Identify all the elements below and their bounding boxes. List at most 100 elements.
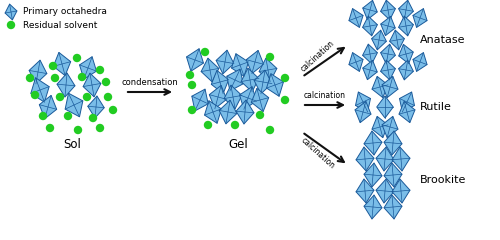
Circle shape [74, 54, 80, 61]
Text: Sol: Sol [63, 138, 81, 151]
Circle shape [50, 62, 56, 70]
Circle shape [110, 107, 116, 114]
Circle shape [56, 94, 64, 101]
Polygon shape [377, 96, 393, 118]
Circle shape [74, 126, 82, 133]
Polygon shape [224, 85, 242, 109]
Polygon shape [29, 60, 47, 84]
Circle shape [46, 125, 54, 132]
Polygon shape [381, 16, 395, 36]
Text: Residual solvent: Residual solvent [23, 20, 98, 30]
Polygon shape [392, 147, 410, 171]
Polygon shape [186, 49, 204, 71]
Circle shape [32, 91, 38, 98]
Polygon shape [364, 195, 382, 219]
Polygon shape [355, 101, 371, 123]
Polygon shape [376, 179, 394, 203]
Polygon shape [40, 96, 56, 119]
Polygon shape [363, 60, 377, 80]
Circle shape [52, 74, 59, 82]
Polygon shape [254, 70, 272, 94]
Text: Primary octahedra: Primary octahedra [23, 7, 107, 17]
Polygon shape [232, 54, 248, 76]
Polygon shape [54, 52, 70, 76]
Polygon shape [65, 93, 83, 117]
Polygon shape [266, 74, 283, 96]
Polygon shape [399, 44, 413, 64]
Circle shape [204, 121, 212, 128]
Polygon shape [362, 44, 378, 64]
Text: calcination: calcination [300, 39, 337, 73]
Polygon shape [356, 92, 370, 112]
Polygon shape [192, 89, 208, 111]
Polygon shape [212, 70, 228, 94]
Polygon shape [372, 30, 386, 50]
Polygon shape [398, 60, 413, 80]
Polygon shape [216, 50, 234, 74]
Polygon shape [390, 30, 404, 50]
Circle shape [90, 114, 96, 121]
Polygon shape [384, 195, 402, 219]
Polygon shape [246, 50, 264, 74]
Polygon shape [392, 179, 410, 203]
Circle shape [78, 73, 86, 80]
Polygon shape [380, 44, 396, 64]
Polygon shape [88, 96, 104, 118]
Circle shape [266, 54, 274, 60]
Circle shape [188, 82, 196, 89]
Polygon shape [201, 58, 219, 82]
Circle shape [104, 94, 112, 101]
Polygon shape [399, 101, 415, 123]
Polygon shape [349, 9, 363, 27]
Polygon shape [5, 4, 17, 20]
Circle shape [84, 94, 90, 101]
Polygon shape [83, 73, 101, 97]
Polygon shape [204, 101, 222, 123]
Polygon shape [382, 116, 398, 138]
Circle shape [40, 113, 46, 120]
Polygon shape [364, 131, 382, 155]
Circle shape [232, 121, 238, 128]
Circle shape [96, 125, 103, 132]
Polygon shape [349, 53, 363, 71]
Circle shape [266, 126, 274, 133]
Circle shape [202, 48, 208, 55]
Circle shape [64, 113, 71, 120]
Polygon shape [240, 87, 256, 109]
Polygon shape [364, 163, 382, 187]
Circle shape [8, 22, 14, 29]
Polygon shape [380, 60, 396, 80]
Polygon shape [252, 88, 268, 112]
Polygon shape [259, 58, 277, 82]
Text: calcination: calcination [304, 91, 346, 100]
Polygon shape [227, 69, 243, 91]
Polygon shape [413, 53, 427, 71]
Polygon shape [372, 116, 388, 138]
Polygon shape [356, 179, 374, 203]
Text: condensation: condensation [122, 78, 178, 87]
Polygon shape [219, 100, 237, 124]
Text: Anatase: Anatase [420, 35, 466, 45]
Polygon shape [398, 16, 413, 36]
Circle shape [188, 107, 196, 114]
Polygon shape [356, 147, 374, 171]
Circle shape [186, 72, 194, 78]
Polygon shape [80, 57, 96, 79]
Polygon shape [400, 92, 414, 112]
Polygon shape [236, 100, 254, 124]
Polygon shape [398, 0, 413, 20]
Polygon shape [372, 76, 388, 98]
Polygon shape [380, 0, 396, 20]
Circle shape [282, 96, 288, 103]
Polygon shape [376, 147, 394, 171]
Polygon shape [363, 0, 377, 20]
Circle shape [282, 74, 288, 82]
Circle shape [96, 66, 103, 73]
Text: calcination: calcination [300, 136, 337, 170]
Polygon shape [384, 131, 402, 155]
Polygon shape [31, 78, 49, 102]
Text: Brookite: Brookite [420, 175, 467, 185]
Polygon shape [210, 85, 226, 108]
Polygon shape [384, 163, 402, 187]
Polygon shape [413, 9, 427, 27]
